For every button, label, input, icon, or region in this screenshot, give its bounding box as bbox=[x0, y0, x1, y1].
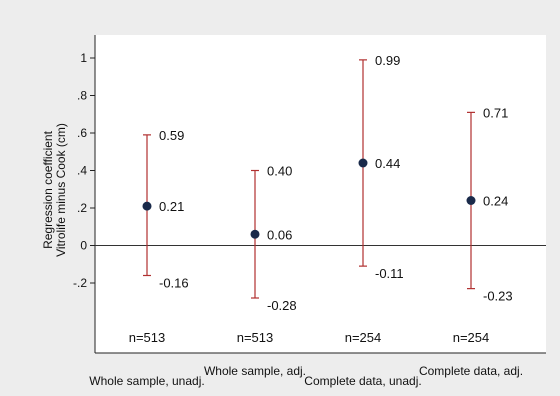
estimate-label: 0.44 bbox=[375, 156, 400, 171]
y-tick-label: 1 bbox=[80, 51, 87, 65]
y-tick-label: 0 bbox=[80, 239, 87, 253]
n-label: n=513 bbox=[237, 330, 274, 345]
y-ticks: -.2 0 .2 .4 .6 .8 1 bbox=[73, 51, 95, 290]
lower-label: -0.16 bbox=[159, 276, 189, 291]
estimate-label: 0.06 bbox=[267, 227, 292, 242]
upper-label: 0.71 bbox=[483, 105, 508, 120]
category-labels: Whole sample, unadj.Whole sample, adj.Co… bbox=[89, 364, 523, 388]
category-label: Whole sample, adj. bbox=[204, 364, 306, 378]
estimate-point bbox=[358, 158, 368, 168]
y-tick-label: .4 bbox=[77, 164, 87, 178]
y-axis-label: Regression coefficientVitrolife minus Co… bbox=[41, 123, 68, 257]
n-label: n=254 bbox=[345, 330, 382, 345]
y-axis-label-line: Vitrolife minus Cook (cm) bbox=[54, 123, 68, 257]
category-label: Complete data, adj. bbox=[419, 364, 523, 378]
y-tick-label: .6 bbox=[77, 126, 87, 140]
n-label: n=254 bbox=[453, 330, 490, 345]
y-tick-label: .2 bbox=[77, 201, 87, 215]
estimate-point bbox=[250, 229, 260, 239]
lower-label: -0.23 bbox=[483, 289, 513, 304]
category-label: Complete data, unadj. bbox=[304, 374, 421, 388]
category-label: Whole sample, unadj. bbox=[89, 374, 204, 388]
y-tick-label: -.2 bbox=[73, 276, 87, 290]
upper-label: 0.99 bbox=[375, 53, 400, 68]
lower-label: -0.11 bbox=[375, 266, 404, 281]
y-axis-label-line: Regression coefficient bbox=[41, 130, 55, 249]
upper-label: 0.59 bbox=[159, 128, 184, 143]
y-tick-label: .8 bbox=[77, 89, 87, 103]
estimate-label: 0.24 bbox=[483, 194, 508, 209]
plot-area bbox=[95, 35, 546, 353]
upper-label: 0.40 bbox=[267, 164, 292, 179]
n-label: n=513 bbox=[129, 330, 166, 345]
estimate-point bbox=[142, 201, 152, 211]
estimate-point bbox=[466, 196, 476, 205]
error-bars: 0.59 0.21 -0.16 n=513 0.40 0.06 -0.28 n=513 0.99… bbox=[129, 53, 513, 345]
estimate-label: 0.21 bbox=[159, 199, 184, 214]
lower-label: -0.28 bbox=[267, 298, 297, 313]
